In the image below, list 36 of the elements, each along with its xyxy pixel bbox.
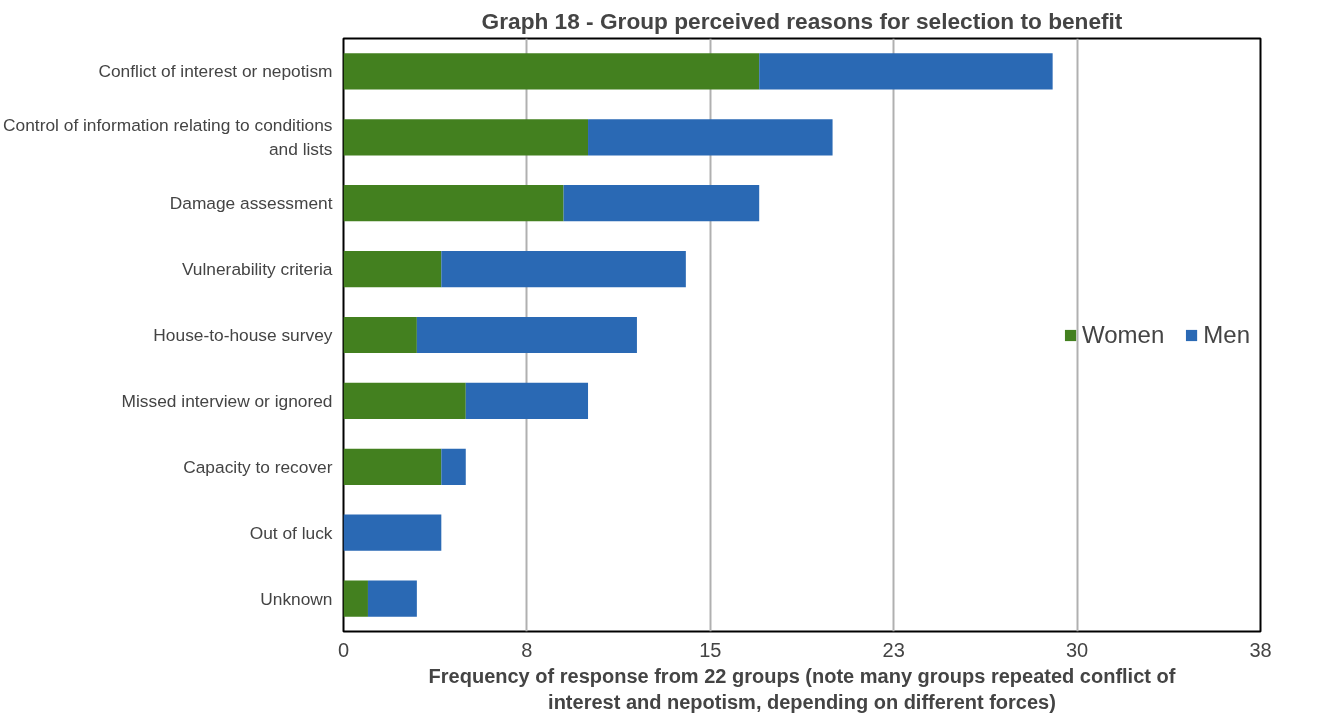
bar bbox=[343, 514, 442, 551]
bar bbox=[416, 316, 637, 354]
y-tick-label: Conflict of interest or nepotism bbox=[98, 61, 333, 82]
y-tick-label: Vulnerability criteria bbox=[181, 259, 333, 280]
x-tick-label: 8 bbox=[521, 638, 533, 661]
y-tick-label: Out of luck bbox=[249, 522, 333, 543]
bar bbox=[343, 382, 466, 420]
legend-label: Women bbox=[1082, 320, 1165, 349]
x-tick-label: 23 bbox=[882, 638, 905, 661]
bar bbox=[759, 53, 1053, 90]
bar bbox=[343, 119, 589, 156]
x-axis-title: Frequency of response from 22 groups (note many groups repeated conflict of interest and nepotism, depending on different forces) bbox=[428, 664, 1176, 713]
bar bbox=[343, 250, 442, 288]
bar bbox=[588, 119, 833, 156]
y-tick-label: Control of information relating to conditions and lists bbox=[3, 115, 333, 160]
x-tick-label: 15 bbox=[699, 638, 722, 661]
legend-label: Men bbox=[1203, 320, 1250, 349]
y-tick-label: Damage assessment bbox=[169, 193, 333, 214]
x-tick-label: 38 bbox=[1249, 638, 1272, 661]
y-tick-label: House-to-house survey bbox=[153, 325, 333, 345]
bar bbox=[343, 316, 417, 354]
y-tick-label: Missed interview or ignored bbox=[121, 390, 333, 411]
bar bbox=[367, 580, 417, 617]
bar bbox=[563, 185, 760, 222]
x-tick-label: 0 bbox=[337, 638, 350, 661]
bar bbox=[343, 185, 564, 222]
bar bbox=[465, 382, 589, 420]
bar bbox=[441, 250, 686, 288]
bar bbox=[441, 448, 466, 485]
y-tick-label: Unknown bbox=[260, 588, 333, 609]
bar bbox=[343, 580, 368, 617]
y-tick-label: Capacity to recover bbox=[183, 456, 333, 477]
chart-title: Graph 18 - Group perceived reasons for selection to benefit bbox=[481, 7, 1123, 34]
bar bbox=[343, 53, 760, 90]
bar bbox=[343, 448, 442, 485]
x-tick-label: 30 bbox=[1065, 638, 1089, 661]
